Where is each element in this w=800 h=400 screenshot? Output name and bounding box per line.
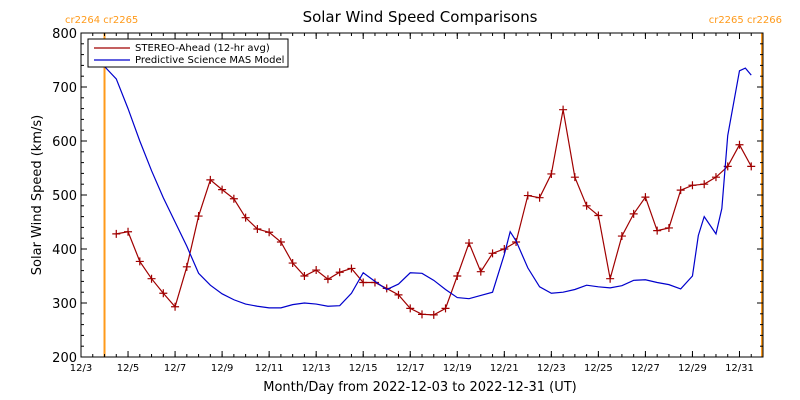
- stereo-data-point: [488, 249, 497, 258]
- y-tick-label: 300: [52, 297, 77, 312]
- stereo-data-point: [664, 223, 673, 232]
- x-axis-title: Month/Day from 2022-12-03 to 2022-12-31 …: [263, 380, 576, 395]
- stereo-data-point: [159, 289, 168, 298]
- stereo-data-point: [359, 278, 368, 287]
- chart-title: Solar Wind Speed Comparisons: [303, 8, 538, 26]
- stereo-data-point: [465, 239, 474, 248]
- stereo-data-point: [206, 175, 215, 184]
- stereo-data-point: [124, 227, 133, 236]
- x-tick-label: 12/23: [537, 363, 566, 374]
- x-tick-label: 12/3: [70, 363, 92, 374]
- plot-area-frame: [80, 32, 764, 358]
- stereo-data-point: [253, 225, 262, 234]
- stereo-data-point: [135, 257, 144, 266]
- stereo-data-point: [688, 181, 697, 190]
- carrington-label: cr2265 cr2266: [709, 15, 782, 26]
- stereo-data-point: [582, 201, 591, 210]
- stereo-data-point: [653, 226, 662, 235]
- stereo-data-point: [559, 105, 568, 114]
- stereo-data-point: [711, 173, 720, 182]
- stereo-data-point: [700, 180, 709, 189]
- stereo-data-point: [229, 194, 238, 203]
- x-tick-label: 12/29: [678, 363, 707, 374]
- stereo-data-point: [476, 267, 485, 276]
- stereo-data-point: [370, 278, 379, 287]
- y-tick-label: 600: [52, 135, 77, 150]
- x-tick-label: 12/27: [631, 363, 660, 374]
- carrington-label: cr2264 cr2265: [65, 15, 138, 26]
- stereo-data-point: [429, 310, 438, 319]
- stereo-data-point: [441, 304, 450, 313]
- stereo-data-point: [312, 266, 321, 275]
- stereo-data-point: [300, 272, 309, 280]
- series-line-stereo: [116, 109, 752, 316]
- stereo-data-point: [676, 186, 685, 195]
- series-line-mas: [104, 66, 752, 309]
- series-layer: [104, 66, 756, 319]
- stereo-data-point: [535, 193, 544, 202]
- x-tick-label: 12/13: [302, 363, 331, 374]
- legend-box: [87, 38, 289, 68]
- y-tick-label: 700: [52, 81, 77, 96]
- x-tick-label: 12/21: [490, 363, 519, 374]
- x-tick-label: 12/5: [117, 363, 139, 374]
- y-tick-label: 400: [52, 243, 77, 258]
- stereo-data-point: [570, 173, 579, 182]
- stereo-data-point: [347, 264, 356, 273]
- stereo-data-point: [288, 259, 297, 268]
- stereo-data-point: [747, 162, 756, 171]
- stereo-data-point: [394, 290, 403, 299]
- legend: STEREO-Ahead (12-hr avg) Predictive Scie…: [87, 38, 289, 68]
- stereo-data-point: [594, 211, 603, 220]
- y-tick-label: 500: [52, 189, 77, 204]
- legend-label-mas: Predictive Science MAS Model: [135, 55, 284, 66]
- stereo-data-point: [241, 213, 250, 222]
- stereo-data-point: [218, 185, 227, 194]
- stereo-data-point: [335, 268, 344, 277]
- x-axis: 12/3 12/5 12/7 12/9 12/11 12/13 12/15 12/17 12/1…: [70, 33, 764, 374]
- stereo-data-point: [617, 232, 626, 241]
- y-axis-title: Solar Wind Speed (km/s): [30, 115, 45, 275]
- y-axis: 200 300 400 500 600 700 800: [52, 27, 763, 366]
- stereo-data-point: [629, 209, 638, 218]
- x-tick-label: 12/9: [211, 363, 233, 374]
- stereo-data-point: [523, 191, 532, 200]
- stereo-data-point: [735, 140, 744, 149]
- legend-label-stereo: STEREO-Ahead (12-hr avg): [135, 43, 270, 54]
- stereo-data-point: [641, 193, 650, 202]
- stereo-data-point: [406, 304, 415, 313]
- stereo-data-point: [606, 274, 615, 283]
- stereo-data-point: [500, 245, 509, 253]
- stereo-data-point: [171, 302, 180, 311]
- y-tick-label: 200: [52, 351, 77, 366]
- x-tick-label: 12/11: [255, 363, 284, 374]
- stereo-data-point: [147, 274, 156, 283]
- x-tick-label: 12/25: [584, 363, 613, 374]
- stereo-data-point: [194, 212, 203, 221]
- stereo-data-point: [182, 262, 191, 271]
- stereo-data-point: [112, 229, 121, 238]
- stereo-data-point: [265, 228, 274, 237]
- stereo-data-point: [276, 237, 285, 246]
- x-tick-label: 12/17: [396, 363, 425, 374]
- x-tick-label: 12/7: [164, 363, 186, 374]
- stereo-data-point: [453, 272, 462, 280]
- stereo-data-point: [547, 169, 556, 178]
- x-tick-label: 12/19: [443, 363, 472, 374]
- y-tick-label: 800: [52, 27, 77, 42]
- stereo-data-point: [418, 310, 426, 319]
- stereo-data-point: [323, 275, 332, 284]
- x-tick-label: 12/31: [725, 363, 754, 374]
- x-tick-label: 12/15: [349, 363, 378, 374]
